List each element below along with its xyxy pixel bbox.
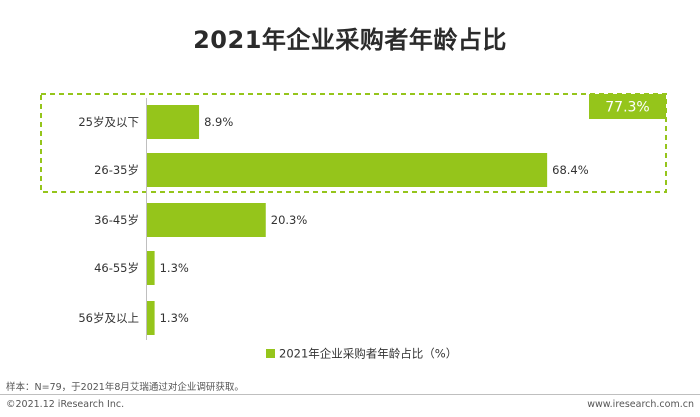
category-label: 56岁及以上 [78,311,139,325]
bar [147,105,200,139]
bar [147,251,155,285]
bar-value-label: 68.4% [552,163,589,177]
bar-group: 25岁及以下 8.9% 26-35岁 68.4% 36-45岁 20.3% 46-55岁 1.… [78,105,589,335]
legend-swatch [266,349,275,358]
category-label: 36-45岁 [94,213,139,227]
footnote: 样本：N=79，于2021年8月艾瑞通过对企业调研获取。 [6,382,244,393]
bar-value-label: 8.9% [204,115,233,129]
category-label: 46-55岁 [94,261,139,275]
category-label: 25岁及以下 [78,115,139,129]
bar [147,203,266,237]
category-label: 26-35岁 [94,163,139,177]
bar-value-label: 20.3% [271,213,308,227]
bar-value-label: 1.3% [160,261,189,275]
bar [147,153,548,187]
highlight-callout-box [589,94,666,119]
chart-title: 2021年企业采购者年龄占比 [193,26,507,54]
bar [147,301,155,335]
footer-divider [0,394,700,395]
copyright: ©2021.12 iResearch Inc. [6,399,125,410]
highlight-dashed-box [40,93,667,193]
legend-label: 2021年企业采购者年龄占比（%） [279,347,457,361]
bar-value-label: 1.3% [160,311,189,325]
highlight-callout-value: 77.3% [605,100,649,116]
website-url: www.iresearch.com.cn [587,399,694,410]
